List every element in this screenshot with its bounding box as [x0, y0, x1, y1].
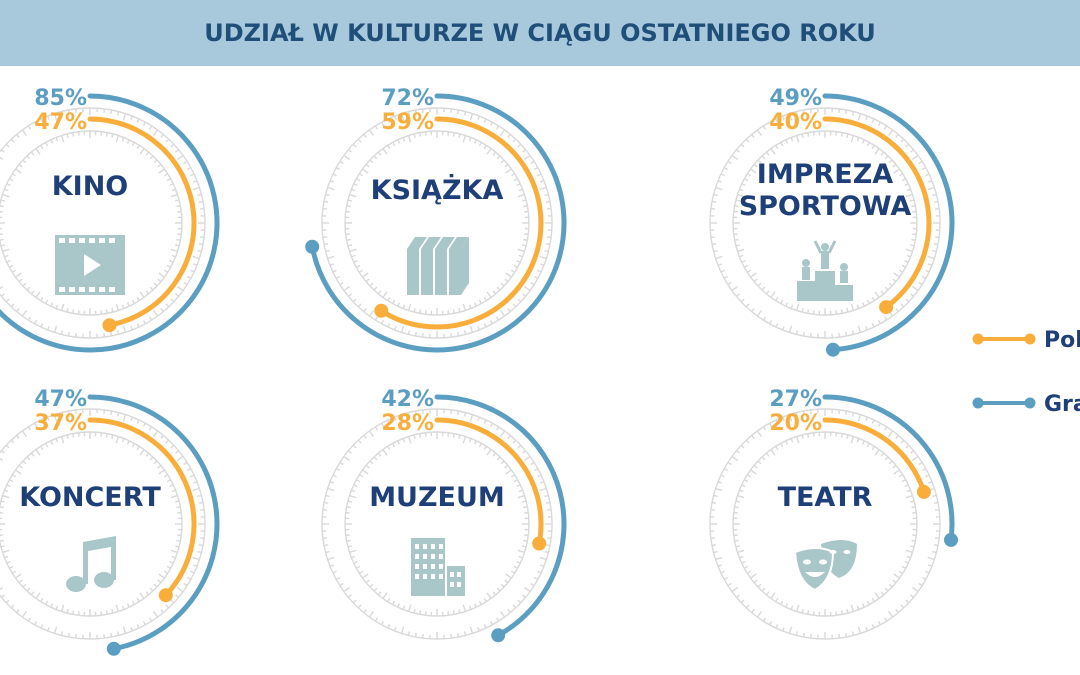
tick-ring: [321, 107, 553, 339]
value-label-gra-muzeum: 42%: [381, 387, 434, 412]
arc-end-gra-koncert: [106, 641, 121, 656]
arc-end-pol-koncert: [158, 588, 173, 603]
arc-gra-kino: [0, 93, 220, 353]
tick-ring: [709, 107, 941, 339]
arc-gra-koncert: [87, 394, 220, 652]
arc-pol-muzeum: [434, 417, 544, 546]
theater-masks-icon: [794, 539, 858, 591]
tick-ring: [344, 431, 530, 617]
legend-marker-gra: [972, 397, 984, 409]
arc-end-pol-teatr: [916, 484, 931, 499]
legend-marker-pol: [972, 333, 984, 345]
tick-ring: [321, 408, 553, 640]
tick-ring: [0, 107, 206, 339]
value-label-pol-koncert: 37%: [34, 411, 87, 436]
arc-end-pol-impreza-sportowa: [879, 300, 894, 315]
value-label-gra-kino: 85%: [34, 86, 87, 111]
arc-end-gra-ksiazka: [305, 239, 320, 254]
tick-ring: [732, 431, 918, 617]
category-label-teatr: TEATR: [778, 482, 873, 513]
value-label-gra-koncert: 47%: [34, 387, 87, 412]
category-label-impreza-sportowa: SPORTOWA: [739, 191, 912, 222]
arc-end-gra-impreza-sportowa: [826, 342, 840, 357]
value-label-pol-muzeum: 28%: [381, 411, 434, 436]
value-label-gra-teatr: 27%: [769, 387, 822, 412]
music-note-icon: [66, 536, 116, 592]
film-icon: [55, 235, 125, 295]
legend-label-gra: Gra: [1044, 392, 1080, 417]
value-label-gra-ksiazka: 72%: [381, 86, 434, 111]
arc-gra-teatr: [822, 394, 955, 543]
value-label-pol-kino: 47%: [34, 110, 87, 135]
category-label-impreza-sportowa: IMPREZA: [757, 159, 894, 190]
tick-ring: [0, 408, 206, 640]
legend-label-pol: Pol: [1044, 328, 1080, 353]
legend-marker-gra: [1024, 397, 1036, 409]
arc-gra-impreza-sportowa: [822, 93, 955, 353]
title-bar: UDZIAŁ W KULTURZE W CIĄGU OSTATNIEGO ROK…: [0, 0, 1080, 66]
arc-gra-muzeum: [434, 394, 567, 638]
arc-pol-ksiazka: [378, 116, 544, 330]
arc-end-gra-teatr: [944, 532, 958, 547]
chart: 85%47%KINO72%59%KSIĄŻKA49%40%IMPREZASPOR…: [0, 86, 1080, 656]
chart-title: UDZIAŁ W KULTURZE W CIĄGU OSTATNIEGO ROK…: [204, 19, 876, 47]
arc-pol-kino: [87, 116, 197, 328]
category-label-kino: KINO: [52, 171, 129, 202]
value-label-gra-impreza-sportowa: 49%: [769, 86, 822, 111]
legend-marker-pol: [1024, 333, 1036, 345]
arc-pol-koncert: [87, 417, 197, 598]
arc-end-gra-muzeum: [491, 628, 506, 643]
legend: Pol Gra: [972, 328, 1080, 417]
category-label-ksiazka: KSIĄŻKA: [371, 174, 504, 206]
tick-ring: [0, 130, 183, 316]
value-label-pol-ksiazka: 59%: [381, 110, 434, 135]
value-label-pol-teatr: 20%: [769, 411, 822, 436]
value-label-pol-impreza-sportowa: 40%: [769, 110, 822, 135]
podium-icon: [795, 239, 855, 303]
arc-pol-teatr: [822, 417, 927, 495]
tick-ring: [709, 408, 941, 640]
arc-gra-ksiazka: [309, 93, 567, 353]
category-label-koncert: KONCERT: [19, 482, 161, 513]
arc-end-pol-kino: [102, 318, 117, 333]
arc-end-pol-muzeum: [532, 536, 547, 551]
radial-plots: 85%47%KINO72%59%KSIĄŻKA49%40%IMPREZASPOR…: [0, 86, 958, 656]
books-icon: [407, 237, 469, 295]
category-label-muzeum: MUZEUM: [369, 482, 505, 513]
building-icon: [411, 538, 465, 596]
arc-pol-impreza-sportowa: [822, 116, 932, 310]
tick-ring: [732, 130, 918, 316]
tick-ring: [344, 130, 530, 316]
arc-end-pol-ksiazka: [374, 303, 389, 318]
tick-ring: [0, 431, 183, 617]
